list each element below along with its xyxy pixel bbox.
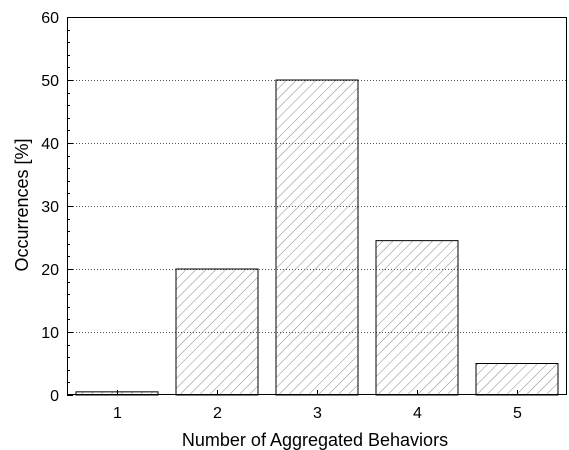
y-tick-label: 40 — [41, 136, 59, 153]
x-tick-label: 5 — [513, 405, 522, 422]
x-tick-label: 2 — [213, 405, 222, 422]
x-tick-label: 3 — [313, 405, 322, 422]
bar — [275, 79, 359, 396]
bar-hatch-fill — [476, 363, 558, 395]
x-axis-title: Number of Aggregated Behaviors — [182, 430, 448, 450]
y-tick-label: 0 — [50, 388, 59, 405]
bar-hatch-fill — [176, 269, 258, 395]
y-tick-labels: 0 10 20 30 40 50 60 — [41, 10, 59, 405]
y-tick-label: 10 — [41, 325, 59, 342]
x-tick-label: 4 — [413, 405, 422, 422]
bar — [375, 240, 459, 396]
y-tick-label: 20 — [41, 262, 59, 279]
y-tick-label: 60 — [41, 10, 59, 27]
bar — [475, 363, 559, 396]
x-tick-label: 1 — [113, 405, 122, 422]
bar — [175, 268, 259, 396]
bars — [75, 79, 559, 396]
x-tick-labels: 1 2 3 4 5 — [113, 405, 522, 422]
ticks — [67, 17, 518, 396]
y-axis-title: Occurrences [%] — [12, 138, 32, 271]
bar-hatch-fill — [376, 240, 458, 395]
y-tick-label: 50 — [41, 73, 59, 90]
y-tick-label: 30 — [41, 199, 59, 216]
bar-hatch-fill — [276, 80, 358, 395]
